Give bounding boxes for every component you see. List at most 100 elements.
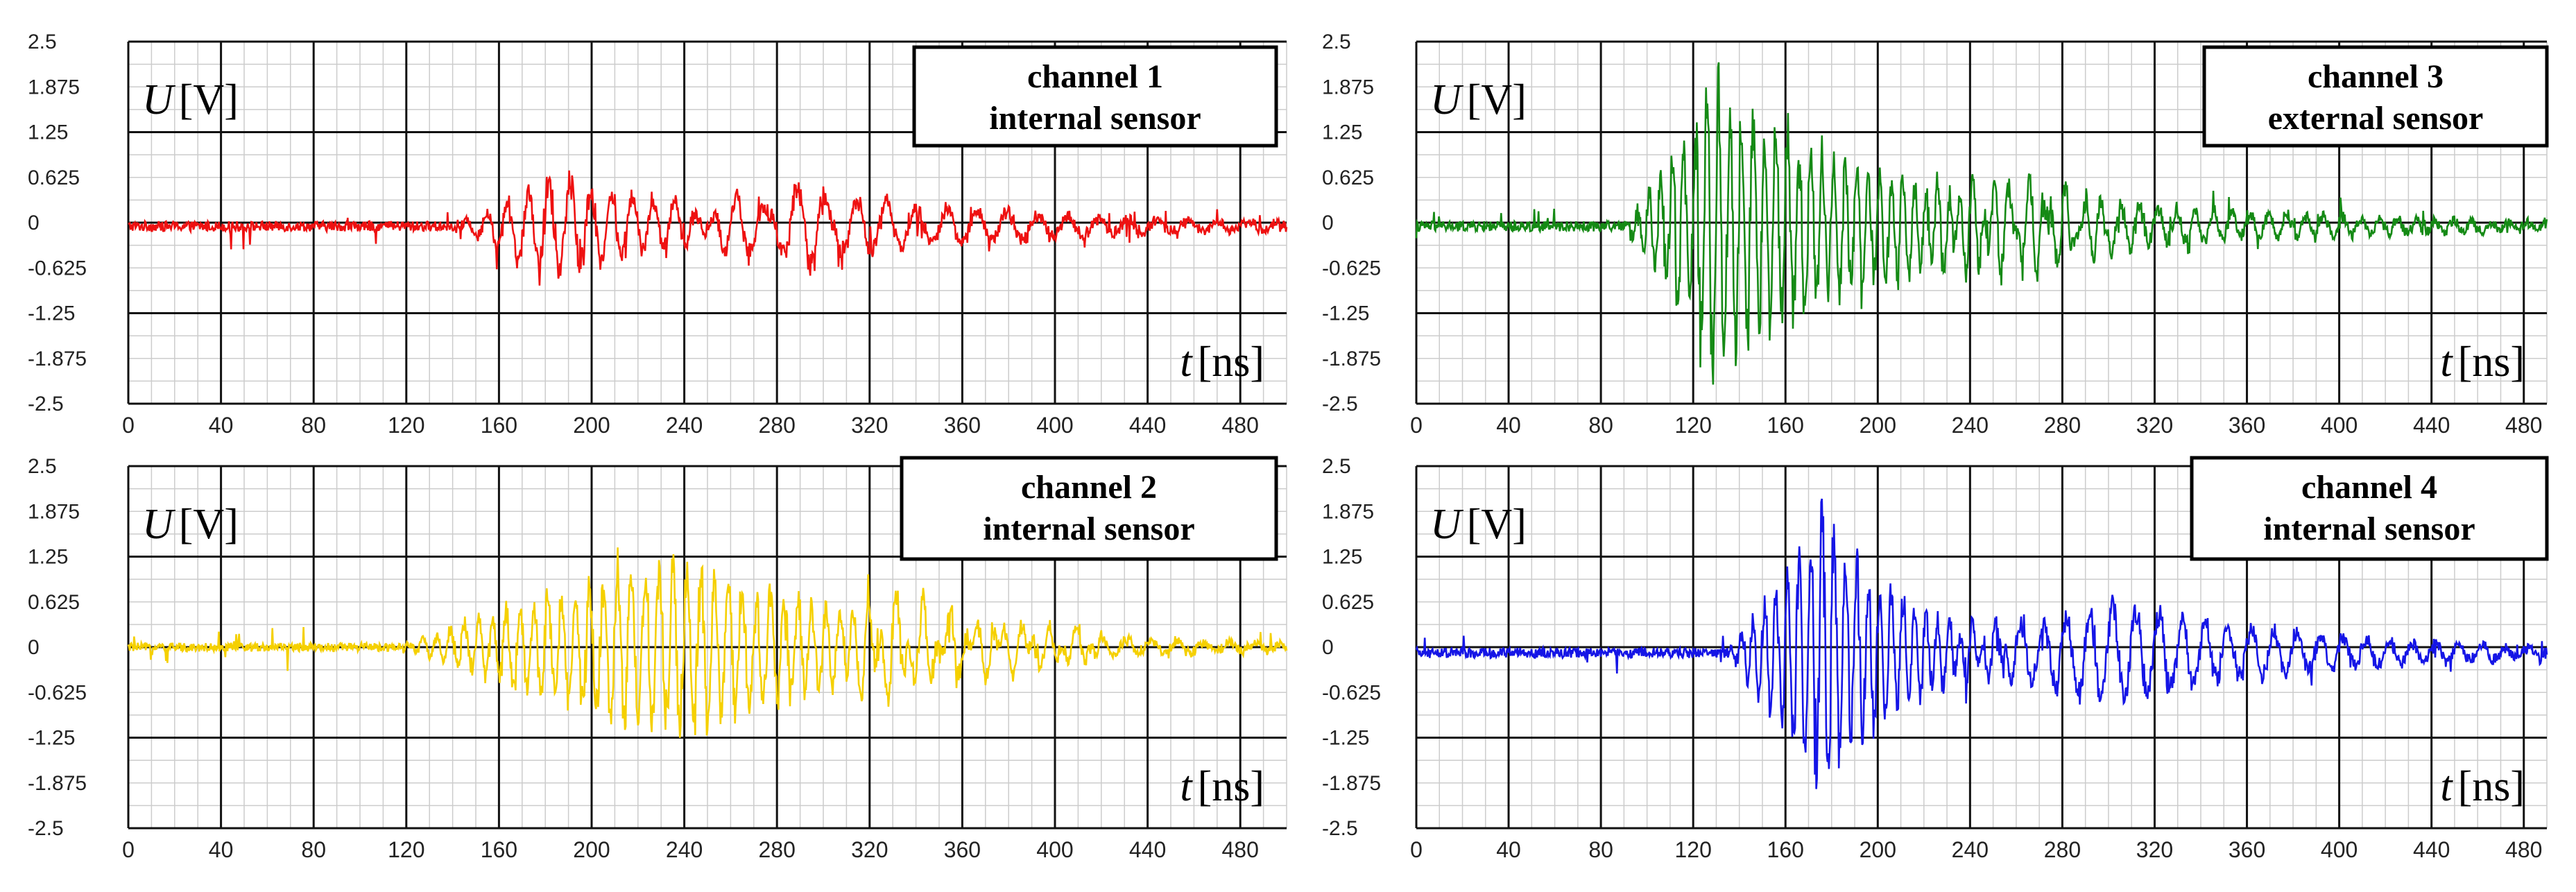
y-axis-label: U [V] <box>142 501 239 548</box>
y-tick-label: -2.5 <box>28 393 64 415</box>
x-tick-label: 160 <box>481 413 517 438</box>
x-tick-label: 400 <box>2321 837 2358 862</box>
x-tick-label: 0 <box>122 837 135 862</box>
channel-label-box <box>2190 456 2549 561</box>
y-tick-label: -2.5 <box>1322 393 1358 415</box>
x-tick-label: 160 <box>481 837 517 862</box>
y-tick-label: -1.875 <box>1322 772 1381 795</box>
chart-panel-ch3: 2.5 1.875 1.25 0.625 0 -0.625 -1.25 -1.875 -2.5 0… <box>1322 31 2549 438</box>
y-tick-label: 1.25 <box>28 121 68 144</box>
y-tick-label: 0.625 <box>28 166 80 189</box>
channel-sensor: internal sensor <box>989 100 1201 137</box>
x-tick-label: 360 <box>2229 413 2265 438</box>
x-tick-label: 400 <box>2321 413 2358 438</box>
x-tick-label: 120 <box>388 837 424 862</box>
x-tick-label: 200 <box>1860 837 1896 862</box>
y-tick-label: 0 <box>28 636 40 659</box>
signal-trace-ch2 <box>127 547 1288 738</box>
x-axis-label: t [ns] <box>1180 763 1264 810</box>
y-tick-label: 2.5 <box>1322 31 1351 53</box>
x-tick-label: 280 <box>2044 837 2081 862</box>
grid-ch3 <box>1415 40 2548 405</box>
y-tick-label: 2.5 <box>1322 455 1351 478</box>
channel-title: channel 3 <box>2308 58 2444 95</box>
channel-sensor: external sensor <box>2268 100 2484 137</box>
x-tick-label: 40 <box>1496 837 1521 862</box>
x-tick-label: 360 <box>2229 837 2265 862</box>
x-tick-label: 120 <box>1674 837 1711 862</box>
channel-label-box <box>900 456 1278 561</box>
chart-panel-ch4: 2.5 1.875 1.25 0.625 0 -0.625 -1.25 -1.875 -2.5 0… <box>1322 455 2549 862</box>
x-tick-label: 0 <box>122 413 135 438</box>
y-tick-label: -0.625 <box>1322 681 1381 704</box>
x-tick-label: 320 <box>851 837 888 862</box>
y-tick-label: 0 <box>1322 212 1334 234</box>
x-tick-label: 40 <box>209 413 234 438</box>
x-tick-label: 280 <box>759 837 796 862</box>
channel-title: channel 2 <box>1021 469 1157 506</box>
x-tick-label: 480 <box>1222 413 1259 438</box>
x-tick-label: 320 <box>2136 837 2173 862</box>
x-tick-label: 120 <box>1674 413 1711 438</box>
channel-sensor: internal sensor <box>983 511 1194 547</box>
channel-label-box <box>912 45 1278 148</box>
x-tick-label: 200 <box>573 837 610 862</box>
x-tick-label: 280 <box>759 413 796 438</box>
x-tick-label: 80 <box>301 413 326 438</box>
x-tick-label: 400 <box>1036 413 1073 438</box>
y-tick-label: -1.25 <box>1322 302 1369 325</box>
x-axis-label: t [ns] <box>2440 763 2525 810</box>
x-tick-label: 480 <box>2505 413 2542 438</box>
x-tick-label: 320 <box>851 413 888 438</box>
y-tick-label: -2.5 <box>28 817 64 840</box>
y-tick-label: -0.625 <box>28 257 87 280</box>
signal-trace-ch4 <box>1415 498 2548 789</box>
x-tick-label: 40 <box>209 837 234 862</box>
x-tick-label: 160 <box>1767 413 1804 438</box>
x-tick-label: 360 <box>944 837 981 862</box>
x-tick-label: 240 <box>1952 413 1989 438</box>
x-tick-label: 80 <box>301 837 326 862</box>
y-tick-label: 0.625 <box>28 591 80 614</box>
channel-title: channel 4 <box>2301 469 2437 506</box>
y-tick-label: -1.25 <box>28 302 75 325</box>
y-tick-label: 1.875 <box>28 500 80 523</box>
x-tick-label: 80 <box>1588 413 1613 438</box>
y-tick-label: -1.875 <box>28 348 87 370</box>
x-tick-label: 0 <box>1410 413 1423 438</box>
x-tick-label: 240 <box>1952 837 1989 862</box>
y-axis-label: U [V] <box>1430 76 1527 123</box>
x-tick-label: 480 <box>1222 837 1259 862</box>
y-tick-label: -0.625 <box>1322 257 1381 280</box>
y-tick-label: -1.25 <box>28 727 75 750</box>
y-tick-label: 1.875 <box>28 76 80 98</box>
x-tick-label: 120 <box>388 413 424 438</box>
x-tick-label: 160 <box>1767 837 1804 862</box>
y-tick-label: 1.875 <box>1322 500 1374 523</box>
y-tick-label: 1.25 <box>1322 546 1362 569</box>
x-tick-label: 480 <box>2505 837 2542 862</box>
signal-trace-ch1 <box>128 170 1288 286</box>
chart-panel-ch2: 2.5 1.875 1.25 0.625 0 -0.625 -1.25 -1.875 -2.5 0… <box>28 455 1288 862</box>
x-tick-label: 440 <box>1129 413 1166 438</box>
x-tick-label: 360 <box>944 413 981 438</box>
y-axis-label: U [V] <box>142 76 239 123</box>
x-tick-label: 200 <box>1860 413 1896 438</box>
channel-label-box <box>2202 45 2549 148</box>
x-tick-label: 320 <box>2136 413 2173 438</box>
y-tick-label: 0 <box>28 212 40 234</box>
y-tick-label: 1.25 <box>1322 121 1362 144</box>
x-tick-label: 400 <box>1036 837 1073 862</box>
chart-panel-ch1: 2.5 1.875 1.25 0.625 0 -0.625 -1.25 -1.875 -2.5 0… <box>28 31 1288 438</box>
x-tick-label: 0 <box>1410 837 1423 862</box>
y-tick-label: -1.875 <box>1322 348 1381 370</box>
x-tick-label: 40 <box>1496 413 1521 438</box>
x-tick-label: 240 <box>666 837 703 862</box>
y-tick-label: 1.875 <box>1322 76 1374 98</box>
y-tick-label: 0.625 <box>1322 591 1374 614</box>
x-tick-label: 200 <box>573 413 610 438</box>
x-tick-label: 240 <box>666 413 703 438</box>
x-axis-label: t [ns] <box>1180 338 1264 386</box>
x-tick-label: 440 <box>2413 837 2450 862</box>
